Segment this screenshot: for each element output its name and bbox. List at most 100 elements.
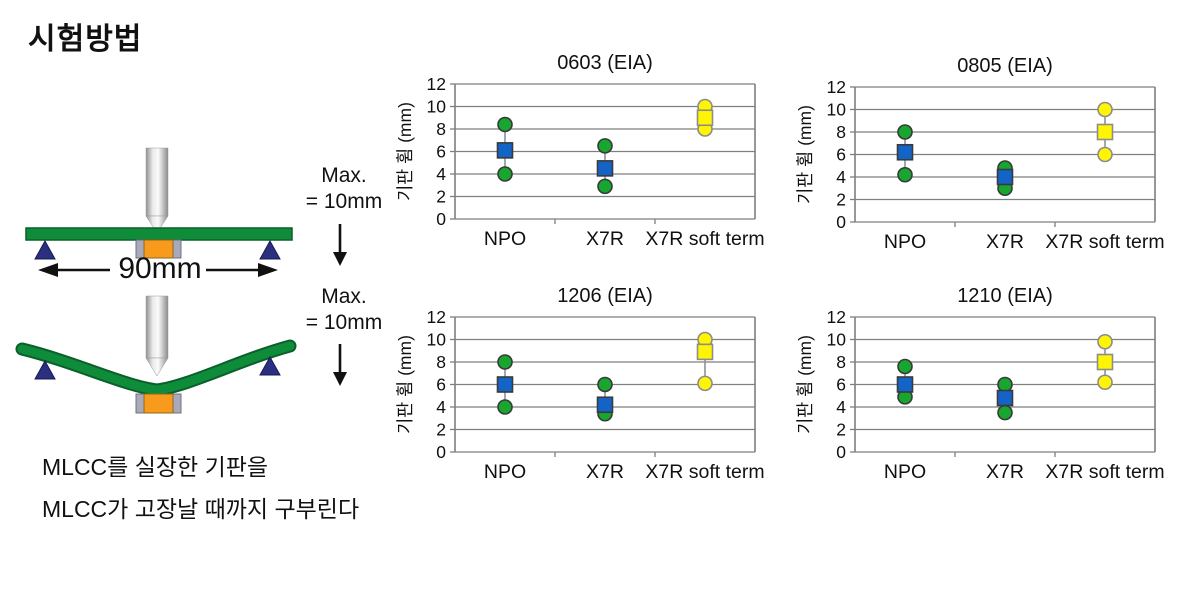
chart-1206: 1206 (EIA) 0 2 4 6 8 10 12 기판 휨 (mm) NPO X7R X7R so… [395, 285, 795, 497]
test-caption-line1: MLCC를 실장한 기판을 [42, 454, 269, 480]
chart-1210: 1210 (EIA) 0 2 4 6 8 10 12 기판 휨 (mm) NPO X7R X7R so… [795, 285, 1195, 497]
data-point-min [497, 399, 513, 415]
support-right-icon [259, 239, 281, 260]
data-point-mid [696, 343, 714, 361]
chart-plot: 02 46 810 12 기판 휨 (mm) NPO X7R X7R soft term [395, 311, 765, 483]
chart-title: 1206 (EIA) [557, 285, 653, 307]
press-pin-tip [145, 357, 169, 377]
y-tick-label: 6 [436, 375, 446, 395]
y-tick-label: 6 [836, 145, 846, 165]
chart-title: 1210 (EIA) [957, 285, 1053, 307]
y-tick-label: 12 [827, 81, 846, 97]
y-tick-label: 12 [427, 311, 446, 327]
data-point-max [997, 376, 1013, 393]
y-tick-label: 0 [436, 209, 446, 229]
chart-title: 0805 (EIA) [957, 55, 1053, 77]
data-point-mid [496, 142, 514, 159]
data-point-mid [1096, 353, 1114, 371]
max-label-line2: = 10mm [305, 311, 383, 335]
x-category-label: X7R soft term [645, 228, 764, 250]
y-tick-label: 10 [427, 97, 447, 117]
mlcc-chip [135, 239, 182, 259]
y-tick-label: 0 [436, 442, 446, 462]
data-point-mid [496, 376, 514, 393]
max-label-line2: = 10mm [305, 190, 383, 214]
y-tick-label: 0 [836, 212, 846, 232]
chart-plot: 02 46 810 12 기판 휨 (mm) NPO X7R X7R soft term [795, 311, 1165, 483]
x-category-label: X7R soft term [645, 461, 764, 483]
x-category-label: X7R soft term [1045, 231, 1164, 253]
x-category-label: NPO [884, 231, 926, 253]
y-axis-label: 기판 휨 (mm) [395, 102, 415, 201]
y-tick-label: 10 [827, 330, 847, 350]
y-tick-label: 4 [436, 397, 446, 417]
flat-board-setup [25, 147, 293, 277]
y-tick-label: 2 [436, 420, 446, 440]
data-point-max [897, 124, 913, 140]
data-point-mid [596, 396, 614, 414]
data-point-mid [696, 109, 714, 127]
y-tick-label: 10 [827, 100, 847, 120]
x-category-label: X7R [986, 231, 1024, 253]
y-tick-label: 6 [836, 375, 846, 395]
chart-0603: 0603 (EIA) 0 2 4 6 8 10 12 기판 휨 (mm) NPO X7R X7R so… [395, 52, 795, 264]
x-category-label: X7R [986, 461, 1024, 483]
pcb-board [25, 227, 293, 241]
data-point-mid [896, 143, 914, 161]
y-tick-label: 12 [427, 78, 446, 94]
data-point-max [497, 116, 513, 133]
y-tick-label: 12 [827, 311, 846, 327]
y-tick-label: 0 [836, 442, 846, 462]
chart-title: 0603 (EIA) [557, 52, 653, 74]
press-pin [145, 147, 169, 217]
span-label: 90mm [118, 252, 202, 285]
max-label-line1: Max. [321, 285, 367, 308]
y-axis-label: 기판 휨 (mm) [795, 105, 815, 204]
press-pin-tip [145, 215, 169, 234]
chart-plot: 02 46 810 12 기판 휨 (mm) NPO X7R X7R soft term [795, 81, 1165, 253]
y-axis-label: 기판 휨 (mm) [795, 335, 815, 434]
mlcc-chip [135, 393, 182, 414]
data-point-mid [1096, 123, 1114, 141]
max-deflection-label: Max. = 10mm [292, 284, 396, 337]
test-caption-line2: MLCC가 고장날 때까지 구부린다 [42, 496, 360, 522]
y-tick-label: 8 [836, 122, 846, 142]
x-category-label: X7R [586, 461, 624, 483]
data-point-max [1097, 333, 1113, 350]
support-left-icon [34, 359, 56, 380]
data-point-max [497, 354, 513, 370]
y-axis-label: 기판 휨 (mm) [395, 335, 415, 434]
span-arrow [38, 263, 278, 277]
x-category-label: NPO [484, 461, 526, 483]
y-tick-label: 2 [836, 190, 846, 210]
data-point-min [1097, 146, 1113, 163]
y-tick-label: 8 [836, 352, 846, 372]
data-point-mid [996, 168, 1014, 186]
data-point-mid [996, 389, 1014, 407]
y-tick-label: 10 [427, 330, 447, 350]
y-tick-label: 4 [436, 164, 446, 184]
x-category-label: X7R soft term [1045, 461, 1164, 483]
data-point-mid [896, 376, 914, 393]
y-tick-label: 4 [836, 397, 846, 417]
data-point-max [597, 376, 613, 393]
pcb-board-bent-face [17, 341, 295, 395]
y-tick-label: 6 [436, 142, 446, 162]
data-point-max [897, 358, 913, 375]
bent-board-setup [15, 295, 297, 414]
y-tick-label: 4 [836, 167, 846, 187]
chart-plot: 02 46 810 12 기판 휨 (mm) NPO X7R X7R soft term [395, 78, 765, 250]
chart-0805: 0805 (EIA) 0 2 4 6 8 10 12 기판 휨 (mm) NPO X7R X7R so… [795, 55, 1195, 267]
down-arrow-icon [333, 344, 347, 386]
max-deflection-label: Max. = 10mm [292, 163, 396, 216]
y-tick-label: 2 [436, 187, 446, 207]
data-point-min [597, 178, 613, 195]
data-point-max [1097, 101, 1113, 118]
y-tick-label: 8 [436, 352, 446, 372]
max-label-line1: Max. [321, 164, 367, 187]
x-category-label: X7R [586, 228, 624, 250]
data-point-max [597, 138, 613, 154]
data-point-min [497, 166, 513, 182]
data-point-min [997, 404, 1013, 421]
